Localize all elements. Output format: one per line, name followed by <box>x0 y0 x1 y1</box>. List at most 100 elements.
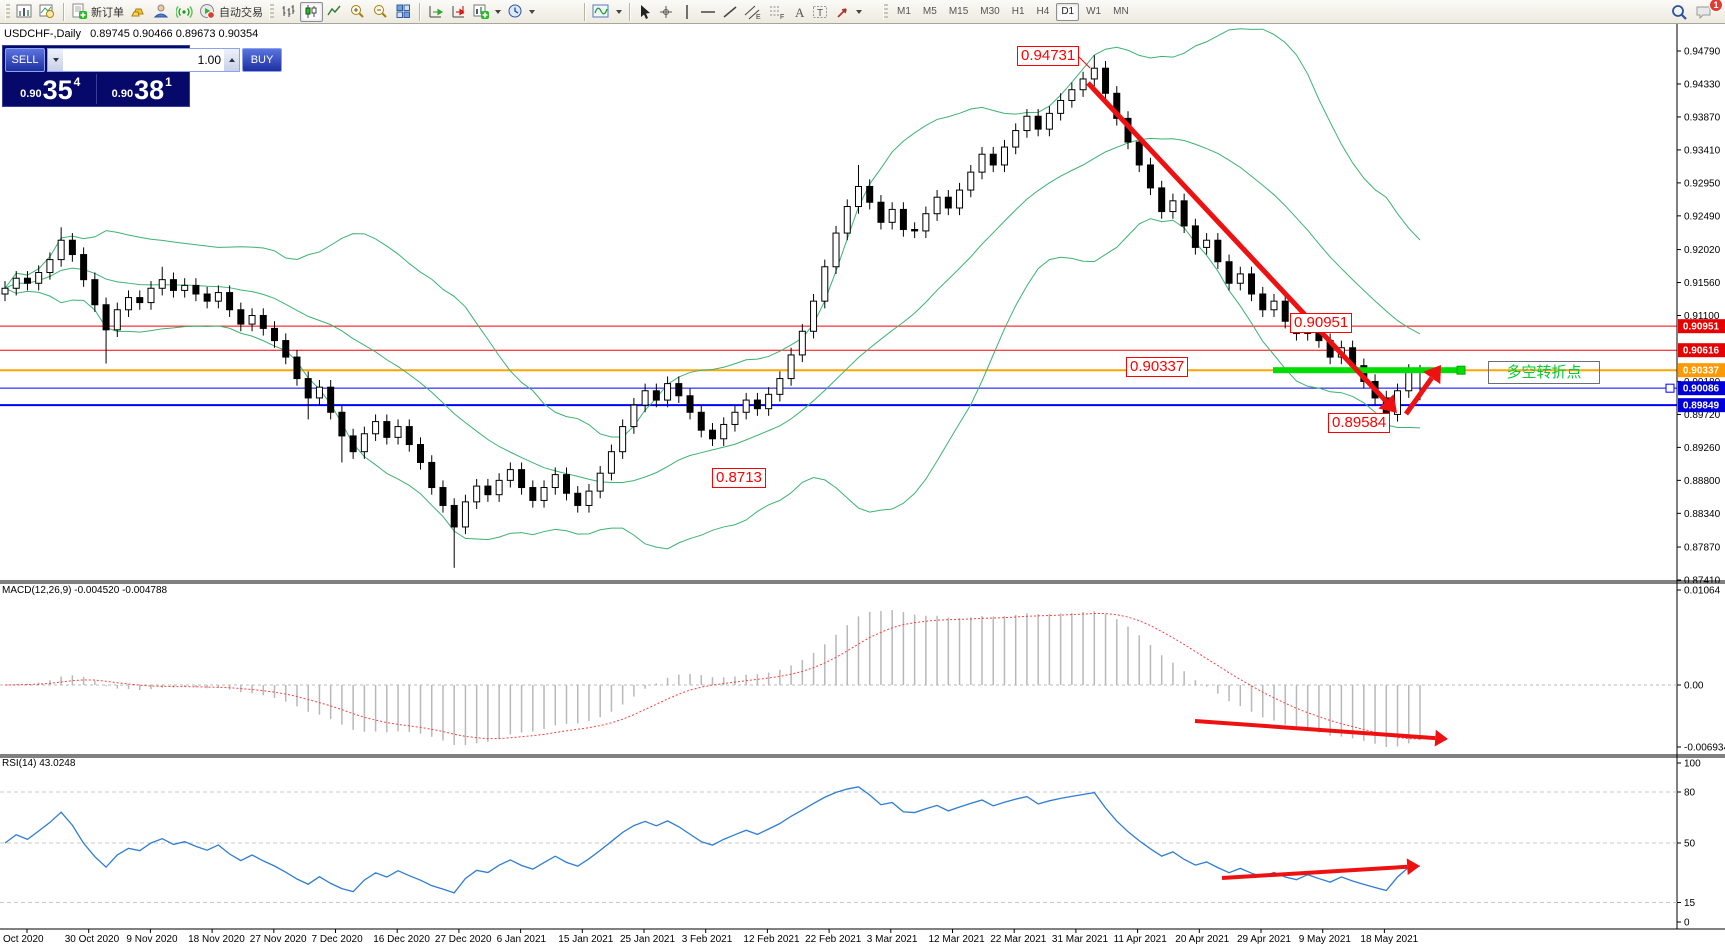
candle-body <box>484 485 492 496</box>
bounce-arrow <box>1403 376 1434 416</box>
text-tool-button[interactable]: A <box>789 2 809 22</box>
community-button[interactable] <box>150 2 173 22</box>
svg-text:F: F <box>780 14 784 20</box>
trendline-tool-button[interactable] <box>719 2 741 22</box>
toolbar-grip[interactable] <box>883 3 888 20</box>
candle-body <box>147 287 155 304</box>
horizontal-line-tool-button[interactable] <box>697 2 719 22</box>
arrows-tool-button[interactable] <box>832 2 865 22</box>
bar-chart-mode-button[interactable] <box>277 2 300 22</box>
candle-body <box>237 309 245 325</box>
candle-chart-mode-button[interactable] <box>300 1 323 22</box>
price-line-marker <box>1665 383 1675 393</box>
template-button[interactable] <box>589 2 625 22</box>
candle-body <box>641 390 649 406</box>
auto-scroll-button[interactable] <box>424 2 447 22</box>
date-label: 29 Apr 2021 <box>1237 934 1291 945</box>
price-tick-label: 0.91100 <box>1684 311 1720 322</box>
symbol-period-label: USDCHF-,Daily <box>4 28 81 40</box>
buy-price-display[interactable]: 0.90 38 1 <box>97 74 188 104</box>
line-chart-mode-button[interactable] <box>323 2 346 22</box>
candle-body <box>933 196 941 215</box>
toolbar-grip[interactable] <box>269 3 274 20</box>
price-badge <box>1678 343 1725 358</box>
timeframe-h4-button[interactable]: H4 <box>1036 6 1050 17</box>
date-label: 18 Nov 2020 <box>188 934 245 945</box>
timeframe-h1-button[interactable]: H1 <box>1011 6 1025 17</box>
date-label: 3 Feb 2021 <box>682 934 733 945</box>
profiles-button[interactable] <box>504 2 538 22</box>
candle-body <box>1248 273 1256 295</box>
price-badge-label: 0.90086 <box>1683 384 1720 395</box>
zoom-in-button[interactable] <box>346 2 369 22</box>
one-click-trading-panel: SELL BUY 0.90 35 4 0.90 38 1 <box>2 45 282 107</box>
timeframe-m5-button[interactable]: M5 <box>922 6 937 17</box>
new-order-button[interactable]: 新订单 <box>68 2 127 22</box>
price-tick-label: 0.87410 <box>1684 576 1721 587</box>
candle-body <box>753 399 761 410</box>
text-label-tool-button[interactable]: T <box>809 2 832 22</box>
notifications-chat-icon[interactable]: 1 <box>1691 0 1723 22</box>
toolbar-separator <box>419 2 420 21</box>
new-order-icon <box>72 3 87 19</box>
new-chart-button[interactable] <box>470 2 504 22</box>
timeframe-d1-button[interactable]: D1 <box>1056 2 1080 21</box>
search-icon[interactable] <box>1667 2 1691 22</box>
vertical-line-tool-button[interactable] <box>677 2 697 22</box>
date-label: 6 Jan 2021 <box>497 934 547 945</box>
candle-body <box>372 421 380 435</box>
timeframe-mn-button[interactable]: MN <box>1113 6 1129 17</box>
candle-body <box>888 208 896 223</box>
date-label: 27 Dec 2020 <box>435 934 492 945</box>
candle-body <box>338 411 346 437</box>
macd-indicator-label: MACD(12,26,9) -0.004520 -0.004788 <box>2 585 168 596</box>
macd-axis-label: 0.01064 <box>1684 586 1721 597</box>
sell-price-prefix: 0.90 <box>20 88 42 100</box>
equidistant-channel-tool-button[interactable]: E <box>741 2 765 22</box>
timeframe-m15-button[interactable]: M15 <box>948 6 969 17</box>
crosshair-tool-button[interactable] <box>655 2 677 22</box>
price-badge-label: 0.90337 <box>1683 366 1720 377</box>
candle-body <box>652 390 660 401</box>
cursor-tool-button[interactable] <box>634 2 655 22</box>
timeframe-m30-button[interactable]: M30 <box>980 6 1000 17</box>
timeframe-m1-button[interactable]: M1 <box>897 6 911 17</box>
candle-body <box>967 171 975 191</box>
date-label: Oct 2020 <box>3 934 44 945</box>
market-watch-icon[interactable] <box>13 2 36 22</box>
rsi-axis-label: 100 <box>1684 759 1701 770</box>
candle-body <box>742 399 750 413</box>
toolbar-separator <box>584 2 585 21</box>
candle-body <box>540 487 548 501</box>
volume-increase-button[interactable] <box>224 49 239 71</box>
ohlc-values: 0.89745 0.90466 0.89673 0.90354 <box>90 28 259 40</box>
zoom-out-button[interactable] <box>369 2 392 22</box>
signals-button[interactable] <box>173 2 196 22</box>
autotrading-label: 自动交易 <box>219 6 263 19</box>
candle-body <box>1113 92 1121 119</box>
tile-windows-button[interactable] <box>392 2 415 22</box>
base-low-price-label: 0.8713 <box>712 468 766 488</box>
timeframe-w1-button[interactable]: W1 <box>1086 6 1102 17</box>
resistance-price-label: 0.90951 <box>1290 313 1353 333</box>
candle-body <box>417 444 425 463</box>
autotrading-button[interactable]: 自动交易 <box>196 2 266 22</box>
candle-body <box>922 213 930 232</box>
fibonacci-tool-button[interactable]: F <box>765 2 789 22</box>
swing-low-price-label: 0.89584 <box>1328 413 1391 433</box>
price-badge <box>1678 363 1725 378</box>
volume-input[interactable] <box>63 49 224 71</box>
candle-body <box>1090 67 1098 80</box>
gold-button[interactable] <box>127 2 150 22</box>
sell-price-display[interactable]: 0.90 35 4 <box>5 74 97 104</box>
buy-price-point: 1 <box>165 75 172 89</box>
sell-button[interactable]: SELL <box>5 48 45 72</box>
toolbar-grip[interactable] <box>5 3 10 20</box>
buy-button[interactable]: BUY <box>242 48 282 72</box>
candle-body <box>12 277 20 289</box>
chart-shift-button[interactable] <box>447 2 470 22</box>
data-window-icon[interactable] <box>36 2 59 22</box>
rsi-momentum-arrow <box>1221 864 1408 880</box>
volume-decrease-button[interactable] <box>48 49 63 71</box>
